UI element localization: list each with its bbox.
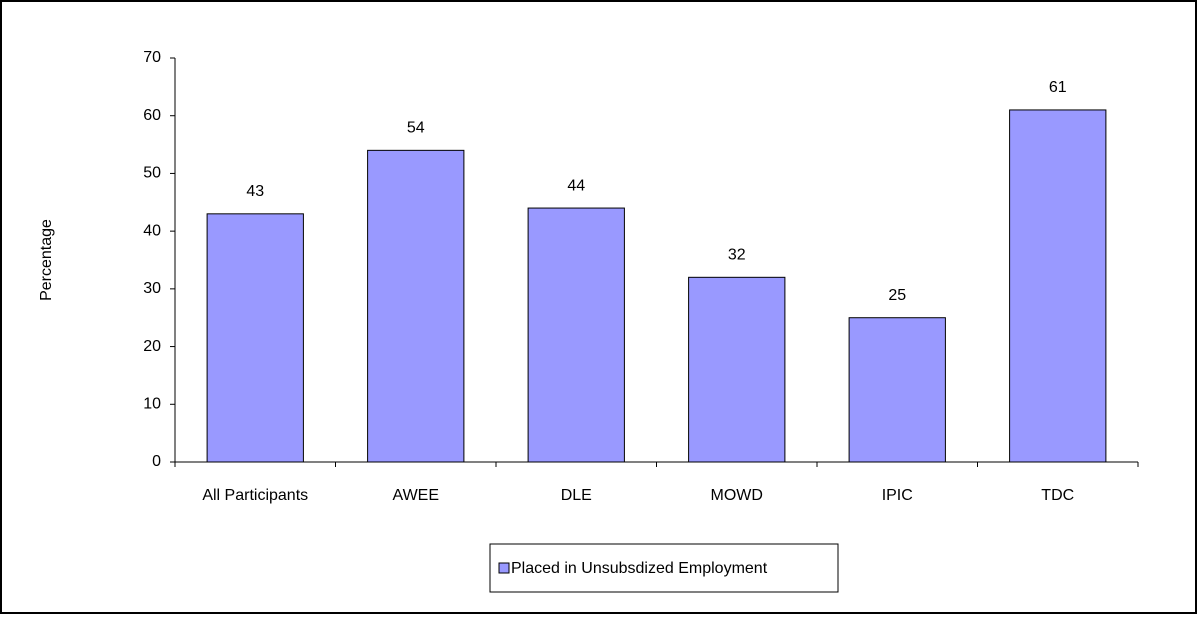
x-tick-label: All Participants [202,487,308,504]
bar [848,317,946,463]
x-tick-label: TDC [1041,487,1074,504]
y-tick-label: 70 [143,49,161,66]
y-tick-label: 10 [143,396,161,413]
bar [527,207,625,463]
data-label: 43 [246,183,264,200]
x-tick-label: DLE [561,487,592,504]
y-tick-label: 60 [143,107,161,124]
y-tick-label: 50 [143,165,161,182]
y-axis-label: Percentage [38,219,55,301]
x-tick-label: AWEE [392,487,439,504]
data-label: 25 [888,287,906,304]
legend-box [489,543,839,593]
x-tick-label: MOWD [711,487,763,504]
y-tick-label: 40 [143,222,161,239]
data-label: 61 [1049,79,1067,96]
data-label: 32 [728,247,746,264]
y-tick-label: 20 [143,338,161,355]
y-tick-label: 0 [152,453,161,470]
data-label: 44 [567,177,585,194]
bar [206,213,304,463]
y-tick-label: 30 [143,280,161,297]
bar [688,276,786,463]
legend-swatch [498,562,510,574]
legend-label: Placed in Unsubsdized Employment [511,560,768,577]
x-tick-label: IPIC [882,487,913,504]
bar [1009,109,1107,463]
bar [367,149,465,463]
data-label: 54 [407,120,425,137]
